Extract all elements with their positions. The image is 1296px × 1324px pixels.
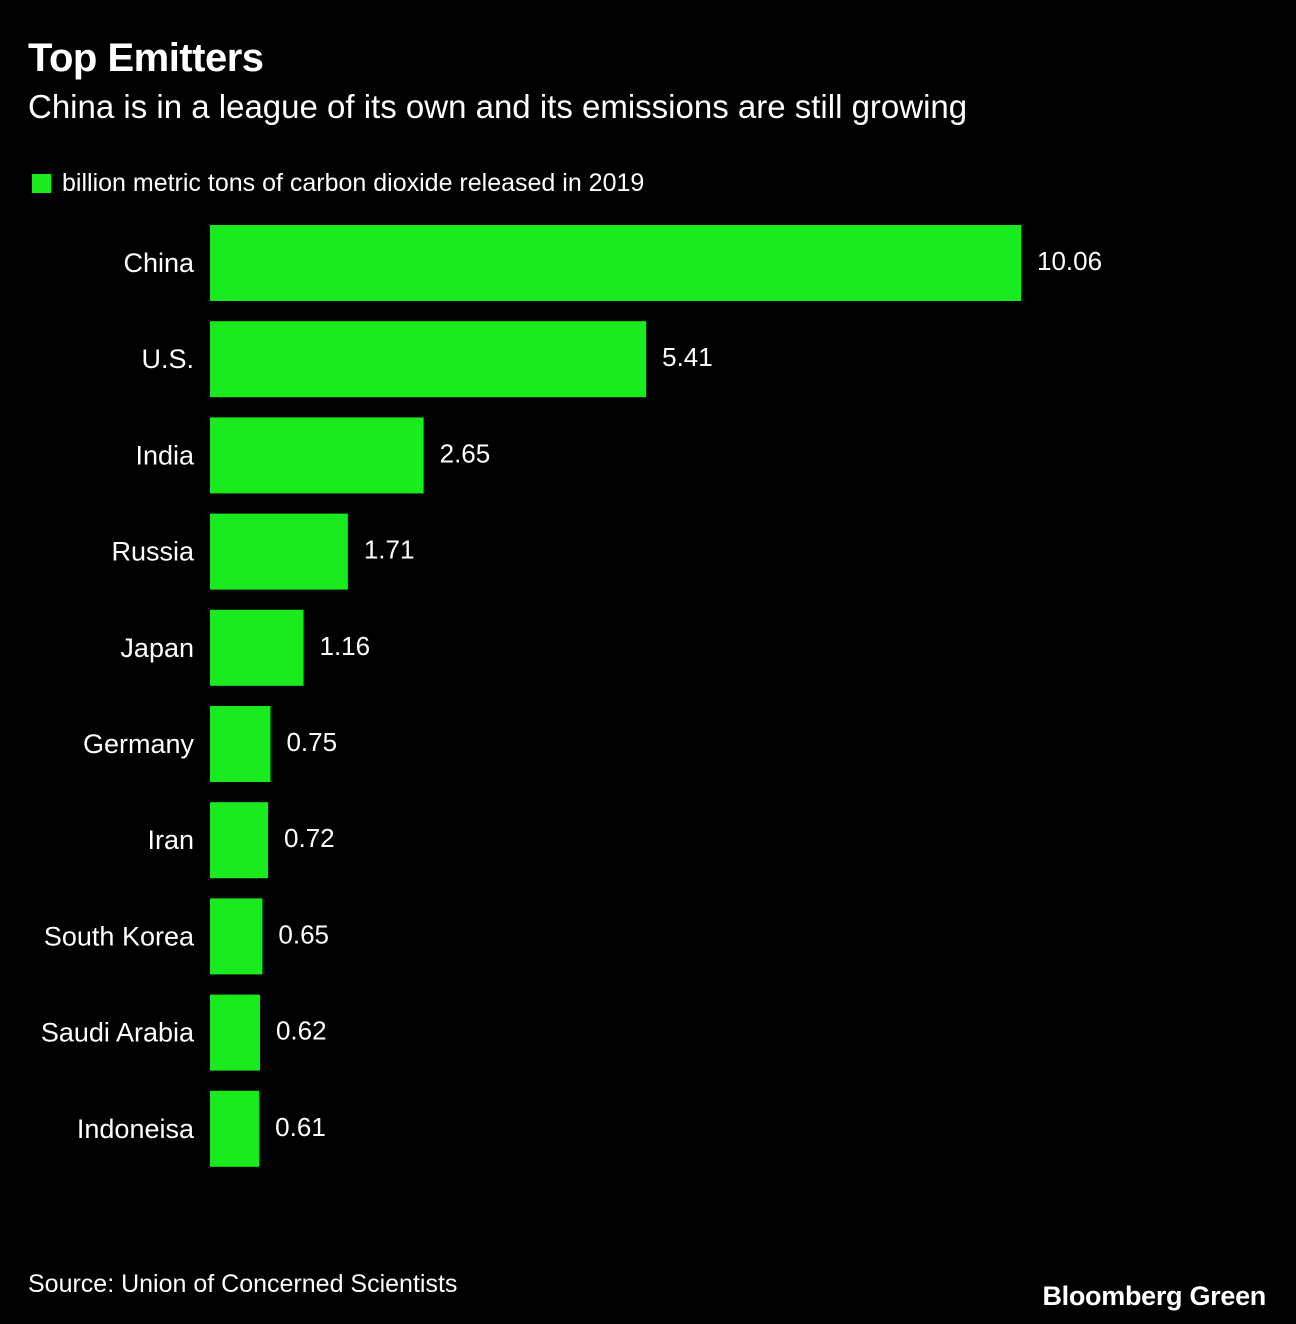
source-note: Source: Union of Concerned Scientists	[28, 1270, 458, 1298]
category-label: China	[123, 248, 195, 278]
bar-india	[210, 417, 424, 494]
category-label: U.S.	[141, 344, 194, 374]
bar-u-s	[210, 321, 647, 398]
value-label: 5.41	[662, 342, 713, 372]
value-label: 1.16	[320, 631, 371, 661]
category-label: South Korea	[44, 921, 195, 951]
value-label: 0.72	[284, 823, 335, 853]
category-label: Saudi Arabia	[41, 1018, 195, 1048]
chart-title: Top Emitters	[28, 36, 264, 80]
bar-germany	[210, 706, 271, 782]
legend: billion metric tons of carbon dioxide re…	[32, 166, 644, 200]
legend-swatch	[32, 173, 51, 193]
category-label: Indoneisa	[77, 1114, 195, 1144]
brand-logo: Bloomberg Green	[1042, 1281, 1266, 1311]
category-label: Iran	[147, 825, 194, 855]
legend-label: billion metric tons of carbon dioxide re…	[62, 168, 645, 197]
value-label: 0.61	[275, 1112, 326, 1142]
bar-japan	[210, 609, 304, 686]
value-label: 0.65	[278, 919, 329, 949]
bar-indoneisa	[210, 1090, 260, 1167]
bar-china	[210, 225, 1021, 301]
value-label: 0.75	[286, 727, 337, 757]
category-label: Germany	[83, 729, 195, 759]
bar-iran	[210, 802, 269, 879]
value-label: 10.06	[1037, 246, 1102, 276]
bar-russia	[210, 513, 348, 590]
category-label: Russia	[111, 537, 195, 567]
category-label: India	[135, 440, 195, 470]
category-label: Japan	[120, 633, 194, 663]
value-label: 1.71	[364, 535, 415, 565]
bar-south-korea	[210, 898, 263, 975]
value-label: 2.65	[440, 438, 491, 468]
bar-saudi-arabia	[210, 994, 260, 1071]
value-label: 0.62	[276, 1016, 327, 1046]
chart-subtitle: China is in a league of its own and its …	[28, 88, 968, 125]
